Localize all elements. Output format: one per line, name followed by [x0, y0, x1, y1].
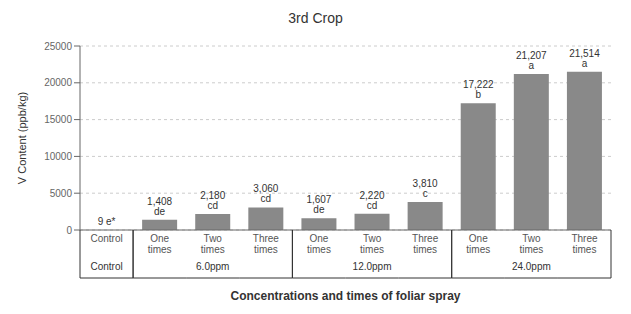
svg-text:10000: 10000: [44, 151, 72, 162]
svg-text:Control: Control: [90, 261, 122, 272]
svg-text:times: times: [572, 244, 596, 255]
svg-text:12.0ppm: 12.0ppm: [353, 261, 392, 272]
svg-text:times: times: [307, 244, 331, 255]
svg-text:One: One: [469, 233, 488, 244]
svg-text:15000: 15000: [44, 114, 72, 125]
svg-text:0: 0: [66, 225, 72, 236]
svg-text:17,222b: 17,222b: [463, 79, 494, 100]
svg-text:times: times: [519, 244, 543, 255]
svg-text:9 e*: 9 e*: [98, 216, 116, 227]
svg-text:times: times: [201, 244, 225, 255]
svg-text:24.0ppm: 24.0ppm: [512, 261, 551, 272]
svg-text:2,180cd: 2,180cd: [200, 190, 225, 211]
svg-text:21,207a: 21,207a: [516, 50, 547, 71]
svg-text:One: One: [309, 233, 328, 244]
svg-text:Three: Three: [571, 233, 598, 244]
svg-text:3,060cd: 3,060cd: [253, 183, 278, 204]
svg-text:6.0ppm: 6.0ppm: [196, 261, 229, 272]
svg-text:One: One: [150, 233, 169, 244]
svg-text:Two: Two: [363, 233, 382, 244]
svg-text:5000: 5000: [50, 188, 73, 199]
svg-text:times: times: [148, 244, 172, 255]
svg-text:25000: 25000: [44, 41, 72, 52]
svg-text:1,408de: 1,408de: [147, 196, 172, 217]
svg-text:times: times: [360, 244, 384, 255]
svg-text:21,514a: 21,514a: [569, 48, 600, 69]
svg-text:Three: Three: [412, 233, 439, 244]
svg-text:20000: 20000: [44, 77, 72, 88]
svg-text:Control: Control: [90, 233, 122, 244]
svg-text:times: times: [413, 244, 437, 255]
svg-text:Concentrations and times of fo: Concentrations and times of foliar spray: [230, 289, 460, 303]
svg-text:times: times: [466, 244, 490, 255]
svg-text:Two: Two: [204, 233, 223, 244]
svg-text:times: times: [254, 244, 278, 255]
svg-text:V Content (ppb/kg): V Content (ppb/kg): [16, 92, 28, 184]
svg-text:2,220cd: 2,220cd: [360, 190, 385, 211]
svg-text:1,607de: 1,607de: [306, 194, 331, 215]
svg-text:Two: Two: [522, 233, 541, 244]
svg-text:Three: Three: [253, 233, 280, 244]
svg-text:3,810c: 3,810c: [413, 178, 438, 199]
html-text:3rd Crop: 3rd Crop: [288, 10, 343, 26]
